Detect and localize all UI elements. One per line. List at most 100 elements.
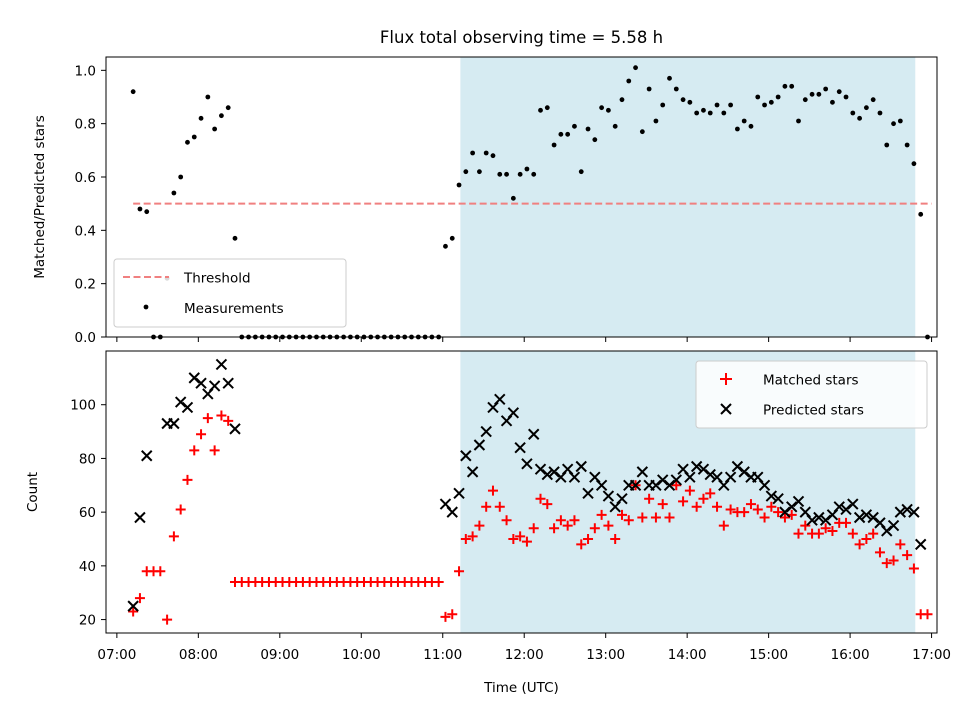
x-tick-label: 13:00 xyxy=(586,647,625,663)
predicted-star-point xyxy=(195,377,207,389)
predicted-star-point xyxy=(181,401,194,414)
measurement-point xyxy=(687,99,693,105)
measurement-point xyxy=(653,118,659,124)
matched-star-point xyxy=(657,499,668,510)
matched-star-point xyxy=(664,512,675,523)
measurement-point xyxy=(137,206,143,212)
predicted-star-point xyxy=(772,493,784,505)
matched-star-point xyxy=(440,611,451,622)
predicted-star-point xyxy=(629,479,642,491)
x-tick-label: 07:00 xyxy=(97,647,136,663)
measurement-point xyxy=(198,115,204,121)
matched-star-point xyxy=(766,501,777,512)
predicted-stars-points xyxy=(127,358,927,612)
predicted-star-point xyxy=(514,441,526,454)
measurement-point xyxy=(755,94,761,100)
predicted-star-point xyxy=(704,468,716,481)
matched-star-point xyxy=(623,515,634,526)
top-panel: 0.0 0.2 0.4 0.6 0.8 1.0 Matched/Predicted sta… xyxy=(32,56,938,346)
predicted-star-point xyxy=(792,495,805,508)
x-tick-label: 12:00 xyxy=(505,647,544,663)
measurement-point xyxy=(694,110,700,116)
predicted-star-point xyxy=(908,506,920,518)
top-y-ticks: 0.0 0.2 0.4 0.6 0.8 1.0 xyxy=(75,63,106,346)
top-plot-frame xyxy=(105,56,938,338)
x-tick-label: 11:00 xyxy=(423,647,462,663)
predicted-star-point xyxy=(575,460,587,473)
predicted-star-point xyxy=(697,463,710,475)
measurement-point xyxy=(130,89,136,95)
predicted-star-point xyxy=(881,525,893,537)
matched-star-point xyxy=(637,512,648,523)
predicted-star-point xyxy=(786,501,798,513)
measurement-point xyxy=(599,105,605,111)
measurement-point xyxy=(870,97,876,103)
matched-star-point xyxy=(671,480,682,491)
measurement-point xyxy=(673,86,679,92)
measurement-point xyxy=(191,134,197,140)
matched-star-point xyxy=(454,566,465,577)
matched-star-point xyxy=(528,523,539,534)
matched-star-point xyxy=(745,499,756,510)
chart-title: Flux total observing time = 5.58 h xyxy=(380,28,663,47)
predicted-star-point xyxy=(894,506,907,518)
matched-star-point xyxy=(813,528,824,539)
measurement-point xyxy=(877,110,883,116)
measurement-point xyxy=(225,105,231,111)
matched-star-point xyxy=(841,517,852,528)
matched-star-point xyxy=(773,507,784,518)
matched-star-point xyxy=(793,528,804,539)
bottom-panel: 20 40 60 80 100 07:00 08:00 09:00 10:00 11:00 12:… xyxy=(25,350,951,663)
measurement-point xyxy=(782,83,788,89)
predicted-star-point xyxy=(813,511,825,524)
matched-star-point xyxy=(168,531,179,542)
x-axis-label: Time (UTC) xyxy=(483,680,559,696)
measurement-points xyxy=(130,65,930,340)
predicted-star-point xyxy=(127,600,139,612)
top-y-tick-label: 0.8 xyxy=(75,117,96,133)
measurement-point xyxy=(497,171,503,177)
bottom-y-ticks: 20 40 60 80 100 xyxy=(70,398,106,629)
x-tick-label: 08:00 xyxy=(179,647,218,663)
matched-star-point xyxy=(827,525,838,536)
x-tick-label: 10:00 xyxy=(342,647,381,663)
predicted-star-point xyxy=(528,428,540,440)
measurement-point xyxy=(891,121,896,127)
measurement-point xyxy=(443,243,448,249)
matched-star-point xyxy=(678,496,689,507)
bottom-plot-frame xyxy=(105,350,938,634)
predicted-star-point xyxy=(887,519,900,532)
top-y-axis-label: Matched/Predicted stars xyxy=(32,115,48,278)
measurement-point xyxy=(477,169,482,175)
measurement-point xyxy=(789,83,795,89)
matched-star-point xyxy=(189,445,200,456)
predicted-star-point xyxy=(731,460,744,473)
measurement-point xyxy=(456,182,462,188)
top-y-tick-label: 0.6 xyxy=(75,170,96,186)
matched-star-point xyxy=(474,520,485,531)
matched-star-point xyxy=(515,531,526,542)
predicted-star-point xyxy=(460,450,472,462)
predicted-star-point xyxy=(806,514,818,526)
matched-star-point xyxy=(223,415,234,426)
top-x-ticks xyxy=(116,337,933,342)
x-tick-label: 15:00 xyxy=(749,647,788,663)
measurement-point xyxy=(449,235,455,241)
measurement-point xyxy=(490,153,496,159)
measurement-point xyxy=(823,86,829,92)
matched-star-point xyxy=(610,534,621,544)
matched-star-point xyxy=(874,547,885,558)
predicted-star-point xyxy=(738,466,750,478)
measurement-point xyxy=(830,99,835,105)
measurement-point xyxy=(884,142,890,148)
matched-star-point xyxy=(467,531,478,542)
matched-star-point xyxy=(576,539,587,550)
predicted-star-point xyxy=(684,471,696,483)
matched-star-point xyxy=(542,499,553,510)
matched-star-point xyxy=(739,507,750,518)
measurement-point xyxy=(680,97,686,103)
matched-star-point xyxy=(501,515,512,526)
top-y-tick-label: 0.0 xyxy=(75,330,96,346)
measurement-point xyxy=(483,150,489,156)
matched-star-point xyxy=(718,520,729,531)
